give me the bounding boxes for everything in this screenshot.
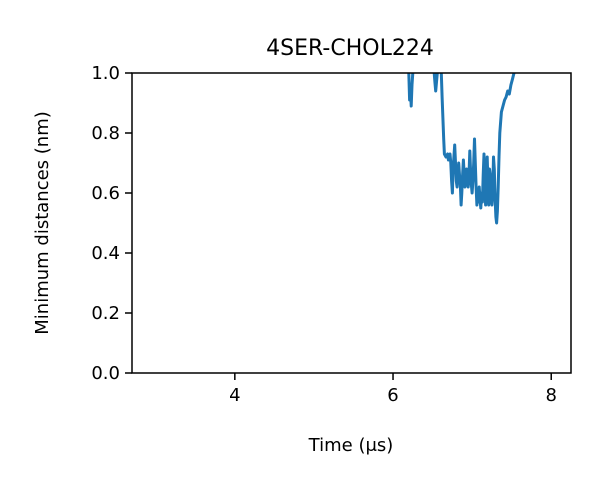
x-tick-label: 8: [545, 385, 556, 406]
series-line-segment: [407, 72, 415, 108]
series-layer: [407, 72, 516, 225]
y-tick-label: 0.2: [91, 303, 120, 324]
x-axis: 4 6 8: [229, 373, 557, 406]
x-tick-label: 4: [229, 385, 240, 406]
y-tick-label: 0.0: [91, 363, 120, 384]
series-line-segment: [439, 72, 516, 225]
x-axis-title: Time (μs): [308, 435, 394, 456]
chart-title: 4SER-CHOL224: [266, 36, 434, 61]
series-line-segment: [432, 72, 439, 93]
y-tick-label: 0.8: [91, 123, 120, 144]
y-tick-label: 0.4: [91, 243, 120, 264]
x-tick-label: 6: [387, 385, 398, 406]
plot-area-frame: [131, 72, 572, 374]
y-axis-title: Minimum distances (nm): [32, 111, 53, 335]
y-tick-label: 1.0: [91, 63, 120, 84]
y-axis: 0.0 0.2 0.4 0.6 0.8 1.0: [91, 63, 132, 384]
y-tick-label: 0.6: [91, 183, 120, 204]
